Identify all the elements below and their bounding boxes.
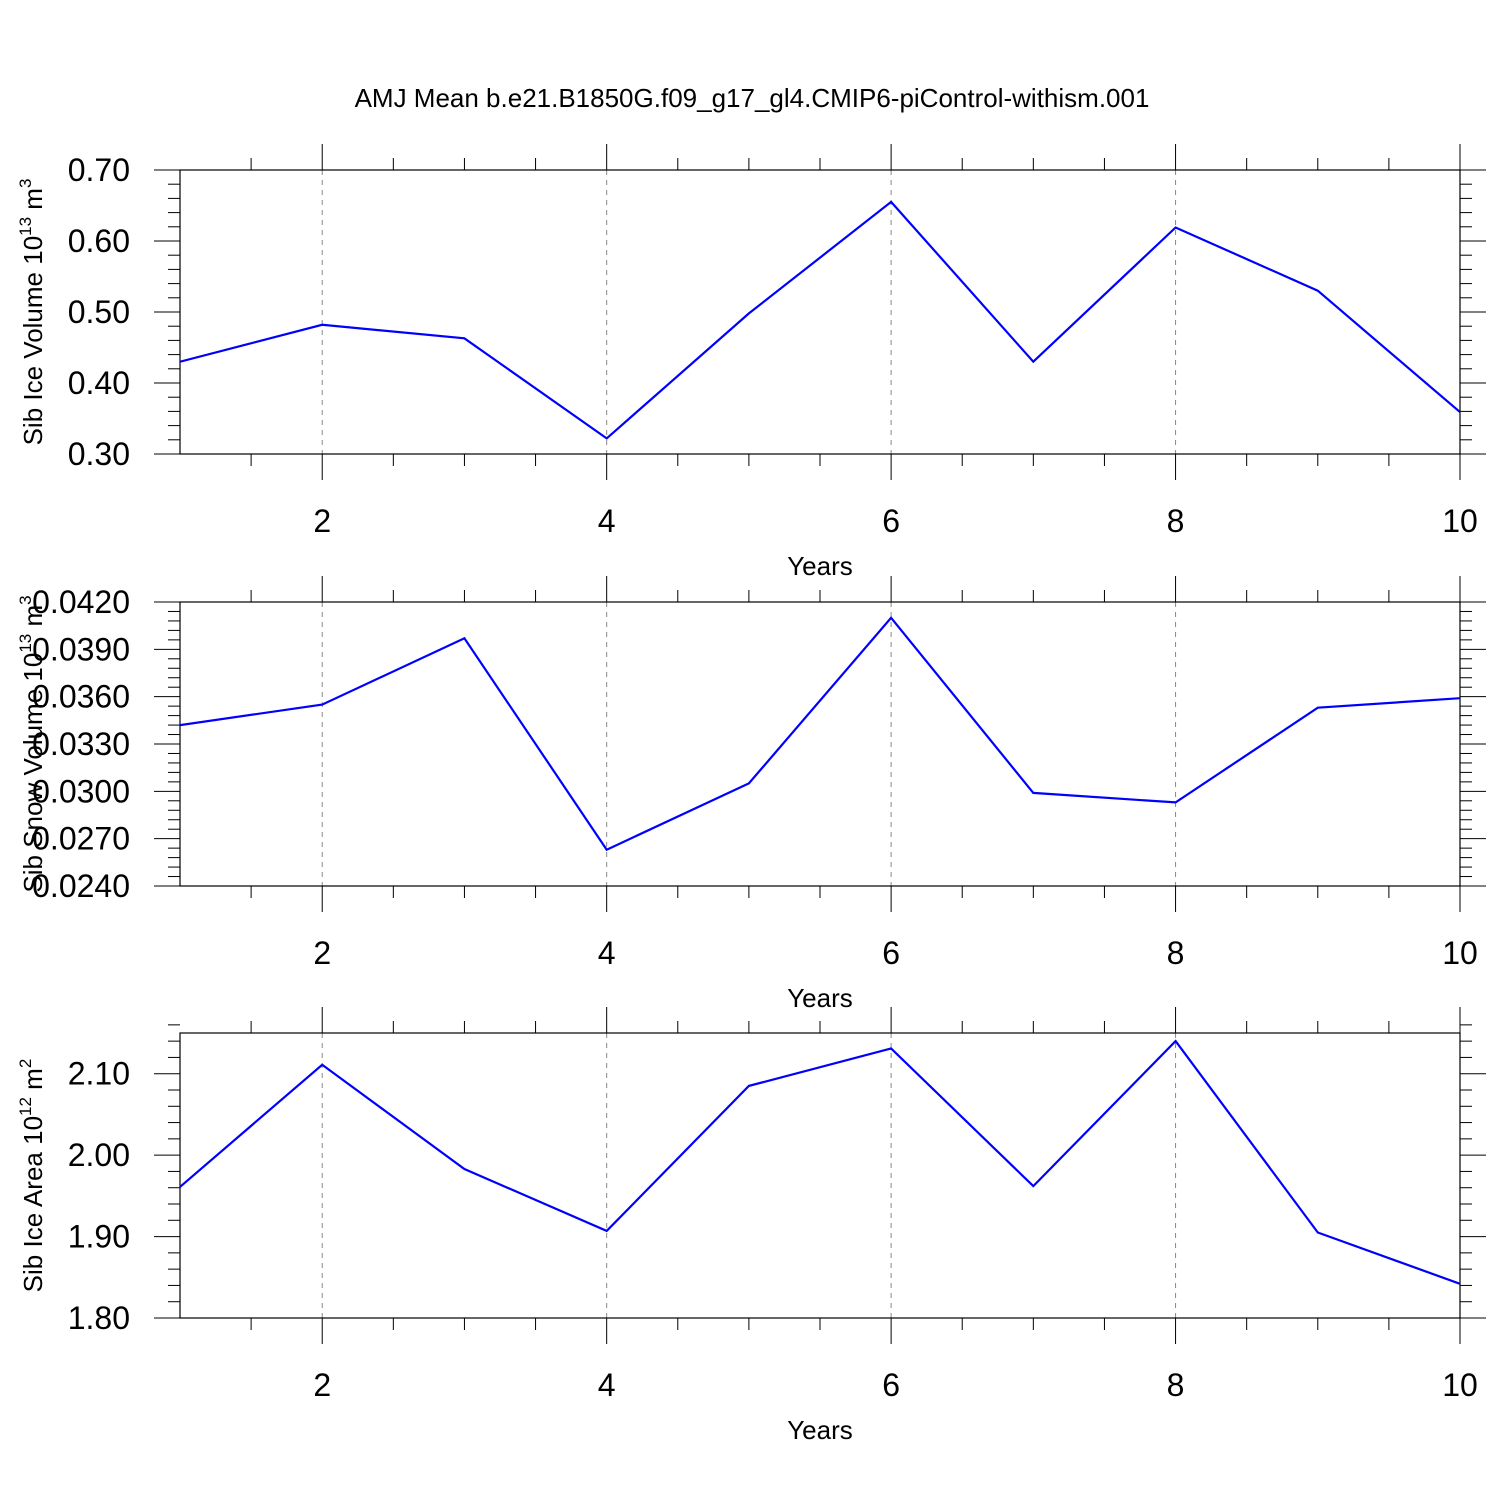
x-tick-label: 4	[598, 503, 616, 539]
x-tick-label: 4	[598, 935, 616, 971]
plot-frame	[179, 1032, 1461, 1319]
plot-frame	[179, 169, 1461, 455]
chart-panel-2: 2 4 6 8 10 0.0240 0.0270 0.0300 0.0330 0.0360 0.03…	[16, 576, 1486, 1013]
x-tick-label: 6	[882, 1367, 900, 1403]
y-tick-label: 0.0270	[32, 821, 130, 857]
y-tick-label: 0.0330	[32, 726, 130, 762]
y-axis-title-unit: m	[18, 1068, 48, 1097]
y-axis-title-text: Sib Ice Area 10	[18, 1116, 48, 1292]
x-axis-title: Years	[787, 1415, 853, 1445]
y-axis-title-unit-exponent: 3	[16, 179, 35, 188]
chart-panel-3: 2 4 6 8 10 1.80 1.90 2.00 2.10 Years Sib Ice Area …	[16, 1007, 1486, 1445]
plot-frame	[179, 601, 1461, 887]
y-tick-label: 0.0390	[32, 631, 130, 667]
y-axis-title-exponent: 12	[16, 1097, 35, 1116]
y-axis-title: Sib Ice Area 1012 m2	[16, 1059, 48, 1293]
series-line	[180, 200, 1460, 440]
x-tick-label: 10	[1442, 503, 1478, 539]
y-axis-title-exponent: 13	[16, 217, 35, 236]
x-tick-label: 10	[1442, 1367, 1478, 1403]
x-tick-label: 2	[313, 1367, 331, 1403]
y-tick-label: 0.60	[68, 223, 130, 259]
y-axis-title-text: Sib Ice Volume 10	[18, 236, 48, 446]
y-tick-label: 0.40	[68, 365, 130, 401]
y-axis-title: Sib Snow Volume 1013 m3	[16, 595, 48, 892]
y-tick-label: 0.0360	[32, 679, 130, 715]
x-tick-label: 6	[882, 503, 900, 539]
y-axis-title-unit-exponent: 3	[16, 595, 35, 604]
x-axis-title: Years	[787, 551, 853, 581]
x-tick-label: 4	[598, 1367, 616, 1403]
y-tick-label: 1.80	[68, 1300, 130, 1336]
y-tick-label: 2.10	[68, 1056, 130, 1092]
y-tick-label: 0.0300	[32, 773, 130, 809]
x-tick-label: 8	[1167, 503, 1185, 539]
x-tick-label: 2	[313, 503, 331, 539]
y-tick-label: 0.0420	[32, 584, 130, 620]
y-axis-title-exponent: 13	[16, 634, 35, 653]
y-tick-label: 1.90	[68, 1219, 130, 1255]
x-tick-label: 8	[1167, 1367, 1185, 1403]
y-tick-label: 0.70	[68, 152, 130, 188]
x-tick-label: 2	[313, 935, 331, 971]
x-tick-label: 8	[1167, 935, 1185, 971]
y-axis-title-unit: m	[18, 605, 48, 634]
figure-title: AMJ Mean b.e21.B1850G.f09_g17_gl4.CMIP6-…	[355, 83, 1150, 113]
y-axis-title-unit: m	[18, 188, 48, 217]
y-tick-label: 0.0240	[32, 868, 130, 904]
y-axis-title-unit-exponent: 2	[16, 1059, 35, 1068]
x-axis-title: Years	[787, 983, 853, 1013]
y-axis-title-text: Sib Snow Volume 10	[18, 653, 48, 893]
x-tick-label: 10	[1442, 935, 1478, 971]
y-axis-title: Sib Ice Volume 1013 m3	[16, 179, 48, 446]
series-line	[180, 616, 1460, 852]
y-tick-label: 0.50	[68, 294, 130, 330]
y-tick-label: 0.30	[68, 436, 130, 472]
x-tick-label: 6	[882, 935, 900, 971]
y-tick-label: 2.00	[68, 1137, 130, 1173]
chart-panel-1: 2 4 6 8 10 0.30 0.40 0.50 0.60 0.70 Years Sib Ice V…	[16, 144, 1486, 581]
panels: 2 4 6 8 10 0.30 0.40 0.50 0.60 0.70 Years Sib Ice V…	[16, 144, 1486, 1445]
series-line	[180, 1039, 1460, 1285]
